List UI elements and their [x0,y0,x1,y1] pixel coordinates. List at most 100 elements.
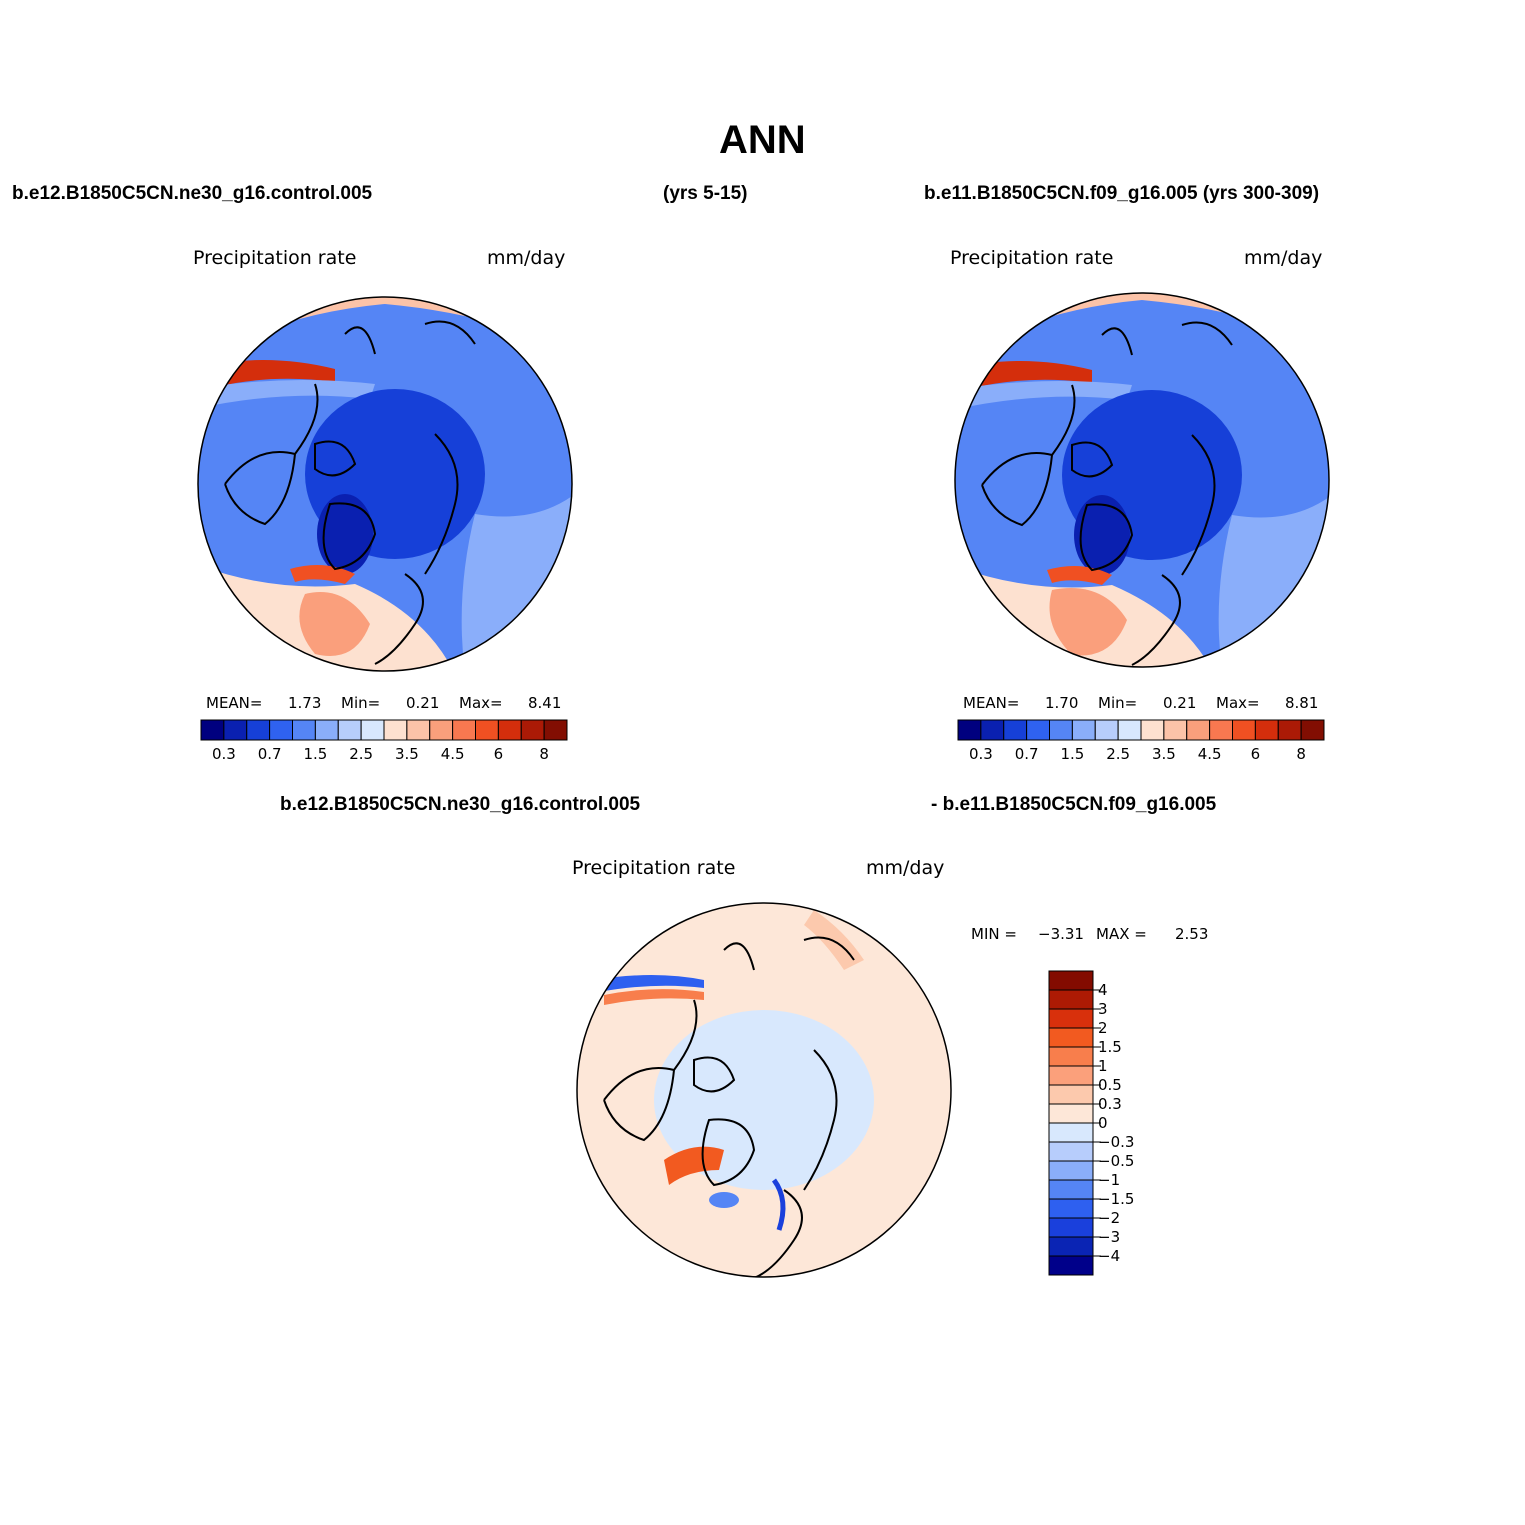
right-min-value: 0.21 [1163,694,1197,712]
colorbar-swatch [1140,719,1165,741]
diff-max-value: 2.53 [1175,925,1209,943]
colorbar-tick-label: −4 [1098,1247,1121,1265]
right-colorbar [957,719,1325,741]
colorbar-tick-label: −3 [1098,1228,1121,1246]
left-mean-value: 1.73 [288,694,322,712]
colorbar-swatch [1186,719,1211,741]
right-polar-map [954,292,1330,668]
diff-variable-label: Precipitation rate [572,857,736,879]
colorbar-tick-label: −1 [1098,1171,1121,1189]
colorbar-swatch [980,719,1005,741]
colorbar-swatch [475,719,499,741]
colorbar-swatch [1048,1103,1094,1124]
left-colorbar [200,719,568,741]
colorbar-swatch [1048,1236,1094,1257]
left-max-value: 8.41 [528,694,562,712]
diff-case-a-title: b.e12.B1850C5CN.ne30_g16.control.005 [280,794,641,815]
diff-units-label: mm/day [866,857,945,879]
colorbar-swatch [1071,719,1096,741]
colorbar-tick-label: 8 [539,745,549,763]
colorbar-tick-label: 3.5 [394,745,419,763]
left-min-label: Min= [341,694,381,712]
colorbar-tick-label: 1 [1098,1057,1108,1075]
colorbar-swatch [1163,719,1188,741]
colorbar-swatch [223,719,248,741]
colorbar-tick-label: 1.5 [1060,745,1085,763]
colorbar-swatch [1277,719,1302,741]
colorbar-swatch [292,719,316,741]
colorbar-swatch [497,719,522,741]
right-min-label: Min= [1098,694,1138,712]
colorbar-swatch [543,719,568,741]
right-variable-label: Precipitation rate [950,247,1114,269]
colorbar-tick-label: 1.5 [303,745,328,763]
colorbar-swatch [1254,719,1279,741]
colorbar-swatch [1117,719,1142,741]
colorbar-tick-label: −2 [1098,1209,1121,1227]
colorbar-tick-label: 6 [493,745,504,763]
colorbar-tick-label: 4.5 [440,745,465,763]
right-mean-value: 1.70 [1045,694,1079,712]
right-mean-label: MEAN= [963,694,1020,712]
colorbar-swatch [1209,719,1233,741]
colorbar-swatch [1048,1084,1094,1105]
colorbar-tick-label: 0.3 [1098,1095,1122,1113]
colorbar-tick-label: 1.5 [1098,1038,1122,1056]
right-max-value: 8.81 [1285,694,1319,712]
colorbar-swatch [520,719,545,741]
colorbar-swatch [1048,1160,1094,1181]
colorbar-swatch [1026,719,1050,741]
colorbar-swatch [1048,1255,1094,1276]
colorbar-tick-label: 8 [1296,745,1306,763]
colorbar-swatch [1048,1198,1094,1219]
colorbar-swatch [246,719,271,741]
colorbar-swatch [1048,1122,1094,1143]
diff-colorbar [1048,970,1101,1276]
colorbar-tick-label: −0.5 [1098,1152,1135,1170]
colorbar-swatch [1048,1008,1094,1029]
colorbar-swatch [200,719,225,741]
colorbar-tick-label: 2.5 [349,745,374,763]
colorbar-swatch [337,719,362,741]
colorbar-swatch [1232,719,1256,741]
left-variable-label: Precipitation rate [193,247,357,269]
colorbar-swatch [1048,1179,1094,1200]
colorbar-swatch [1048,1217,1094,1238]
diff-polar-map [576,902,952,1278]
colorbar-swatch [1048,989,1094,1010]
colorbar-swatch [1048,1065,1094,1086]
colorbar-tick-label: 0.5 [1098,1076,1122,1094]
colorbar-swatch [1048,1046,1094,1067]
colorbar-tick-label: 3.5 [1151,745,1176,763]
colorbar-tick-label: 0 [1098,1114,1108,1132]
left-min-value: 0.21 [406,694,440,712]
colorbar-tick-label: −0.3 [1098,1133,1135,1151]
colorbar-tick-label: 0.7 [1014,745,1039,763]
figure-title: ANN [719,118,806,162]
colorbar-swatch [360,719,385,741]
colorbar-swatch [1048,1027,1094,1048]
right-max-label: Max= [1216,694,1260,712]
colorbar-swatch [452,719,476,741]
colorbar-swatch [429,719,454,741]
diff-min-label: MIN = [971,925,1017,943]
colorbar-swatch [383,719,408,741]
colorbar-tick-label: 4 [1098,981,1108,999]
colorbar-tick-label: 0.3 [968,745,993,763]
colorbar-tick-label: 2 [1098,1019,1108,1037]
colorbar-swatch [314,719,339,741]
colorbar-tick-label: −1.5 [1098,1190,1135,1208]
colorbar-tick-label: 4.5 [1197,745,1222,763]
left-years-title: (yrs 5-15) [663,183,748,204]
left-polar-map [197,296,573,672]
left-max-label: Max= [459,694,503,712]
diff-min-value: −3.31 [1038,925,1084,943]
colorbar-swatch [1049,719,1073,741]
colorbar-swatch [1300,719,1325,741]
diff-max-label: MAX = [1096,925,1147,943]
colorbar-swatch [1003,719,1028,741]
right-case-title: b.e11.B1850C5CN.f09_g16.005 (yrs 300-309… [924,183,1320,204]
colorbar-tick-label: 3 [1098,1000,1108,1018]
left-case-title: b.e12.B1850C5CN.ne30_g16.control.005 [12,183,373,204]
colorbar-tick-label: 0.7 [257,745,282,763]
